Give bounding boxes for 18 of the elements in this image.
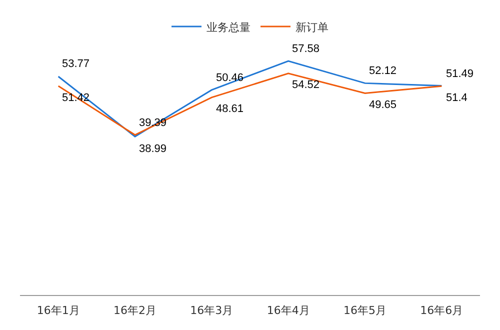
data-label: 48.61 bbox=[216, 103, 244, 115]
data-label: 51.49 bbox=[446, 68, 474, 80]
x-tick-label: 16年5月 bbox=[344, 304, 386, 318]
legend-label: 业务总量 bbox=[206, 20, 250, 34]
legend-label: 新订单 bbox=[296, 20, 328, 34]
data-label: 51.4 bbox=[446, 92, 468, 104]
data-label: 50.46 bbox=[216, 72, 244, 84]
data-label: 53.77 bbox=[62, 58, 90, 70]
x-tick-label: 16年4月 bbox=[266, 304, 310, 318]
x-tick-label: 16年2月 bbox=[114, 304, 156, 318]
x-tick-label: 16年1月 bbox=[36, 304, 80, 318]
data-label: 38.99 bbox=[139, 143, 167, 155]
data-label: 52.12 bbox=[369, 65, 397, 77]
data-label: 49.65 bbox=[369, 99, 397, 111]
data-label: 57.58 bbox=[292, 43, 320, 55]
data-label: 54.52 bbox=[292, 79, 320, 91]
x-tick-label: 16年3月 bbox=[190, 304, 234, 318]
x-tick-label: 16年6月 bbox=[420, 304, 464, 318]
